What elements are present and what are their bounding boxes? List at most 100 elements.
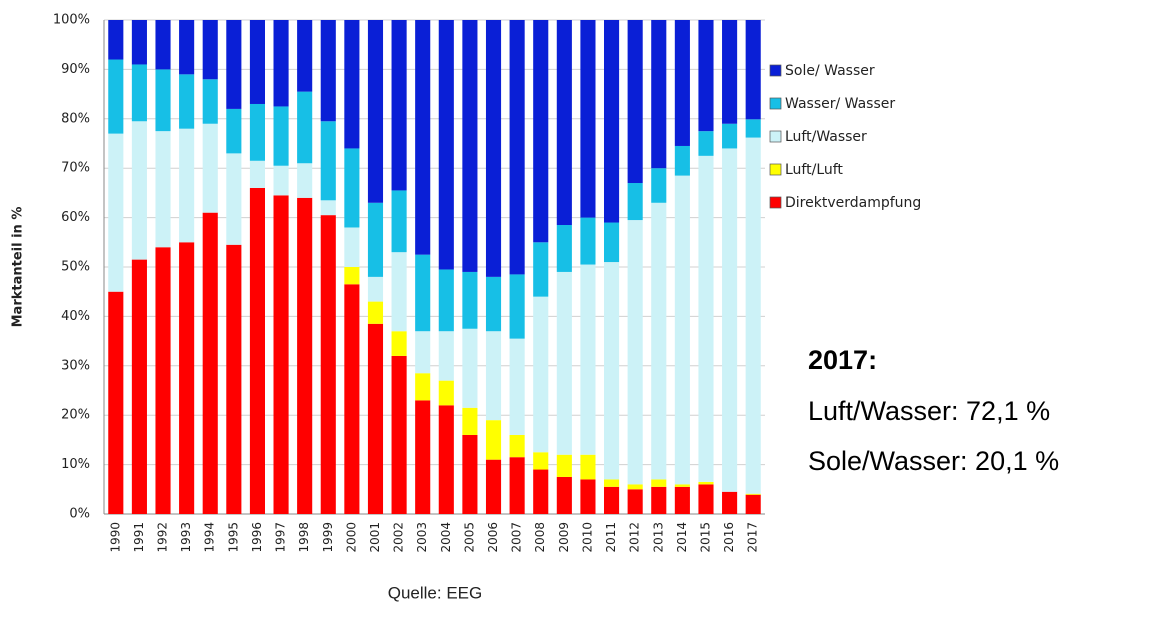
bar-segment (580, 454, 596, 480)
bar-segment (533, 469, 549, 514)
y-tick-label: 50% (61, 260, 90, 275)
bar-segment (415, 254, 431, 332)
legend-label: Sole/ Wasser (785, 63, 875, 79)
bar-segment (391, 252, 407, 332)
bar-segment (438, 269, 454, 332)
x-tick-label: 2003 (415, 522, 429, 553)
bar-segment (462, 407, 478, 435)
bar-segment (320, 200, 336, 216)
x-tick-label: 2005 (462, 522, 476, 553)
bar-segment (556, 20, 572, 226)
x-tick-label: 1993 (179, 522, 193, 553)
bar-segment (509, 457, 525, 514)
x-tick-label: 2014 (675, 522, 689, 553)
bar-segment (462, 271, 478, 329)
x-tick-label: 2016 (722, 522, 736, 553)
bar-segment (651, 168, 667, 203)
bar-segment (674, 20, 690, 146)
bar-segment (698, 481, 714, 485)
legend-swatch (769, 130, 782, 143)
bar-segment (745, 494, 761, 514)
bar-segment (745, 119, 761, 138)
bar-segment (367, 276, 384, 302)
legend-swatch (769, 64, 782, 77)
bar-segment (722, 20, 738, 124)
x-tick-label: 2017 (746, 522, 760, 553)
bar-segment (155, 131, 171, 248)
bar-segment (533, 452, 549, 470)
bar-segment (202, 123, 218, 213)
y-axis-label: Marktanteil in % (11, 207, 26, 328)
bar-segment (580, 20, 596, 218)
x-tick-label: 2009 (557, 522, 571, 553)
bar-segment (179, 242, 195, 515)
bar-segment (722, 491, 738, 514)
bar-segment (745, 20, 761, 120)
bar-segment (108, 20, 124, 60)
bar-segment (391, 355, 407, 514)
bar-segment (462, 434, 478, 514)
bar-segment (627, 484, 643, 490)
bar-segment (202, 79, 218, 124)
bar-segment (603, 20, 620, 223)
bar-segment (108, 133, 124, 292)
bar-segment (108, 59, 124, 134)
bar-segment (603, 262, 620, 480)
bar-segment (674, 175, 690, 485)
bar-segment (509, 274, 525, 339)
y-tick-label: 90% (61, 62, 90, 77)
legend-label: Direktverdampfung (785, 195, 921, 211)
bar-segment (438, 405, 454, 514)
bar-segment (391, 331, 407, 356)
bar-segment (509, 20, 525, 275)
annotation: 2017: (808, 345, 877, 375)
x-tick-label: 2010 (580, 522, 594, 553)
bar-segment (745, 137, 761, 494)
bar-segment (603, 222, 620, 263)
legend-label: Luft/Luft (785, 162, 843, 178)
bar-segment (131, 64, 147, 122)
bar-segment (556, 225, 572, 272)
bar-segment (603, 486, 620, 514)
x-tick-label: 2015 (698, 522, 712, 553)
y-tick-label: 20% (61, 408, 90, 423)
bar-segment (131, 20, 147, 65)
bar-segment (131, 259, 147, 514)
bar-segment (273, 195, 289, 514)
x-tick-label: 1998 (297, 522, 311, 553)
bar-segment (603, 479, 620, 487)
bar-segment (745, 493, 761, 495)
x-tick-label: 1990 (108, 522, 122, 553)
bar-segment (485, 420, 502, 460)
bar-segment (179, 20, 195, 75)
bar-segment (415, 20, 431, 255)
bar-segment (438, 20, 454, 270)
legend-swatch (769, 163, 782, 176)
bar-segment (651, 202, 667, 480)
bar-segment (698, 20, 714, 132)
x-tick-label: 1992 (156, 522, 170, 553)
x-tick-label: 2011 (604, 522, 618, 553)
bar-segment (131, 121, 147, 260)
bar-segment (344, 284, 360, 514)
bar-segment (226, 108, 242, 154)
y-tick-label: 80% (61, 111, 90, 126)
bar-segment (556, 454, 572, 477)
bar-segment (556, 476, 572, 514)
bar-segment (297, 20, 313, 92)
x-tick-label: 1999 (321, 522, 335, 553)
x-tick-label: 2008 (533, 522, 547, 553)
bar-segment (344, 227, 360, 267)
bar-segment (415, 331, 431, 374)
bar-segment (155, 20, 171, 70)
bar-segment (698, 131, 714, 156)
legend-swatch (769, 97, 782, 110)
x-tick-label: 1997 (274, 522, 288, 553)
x-tick-label: 1996 (250, 522, 264, 553)
y-tick-label: 100% (53, 13, 90, 28)
bar-segment (722, 123, 738, 149)
bar-segment (202, 20, 218, 80)
bar-segment (344, 148, 360, 228)
bar-segment (273, 165, 289, 196)
